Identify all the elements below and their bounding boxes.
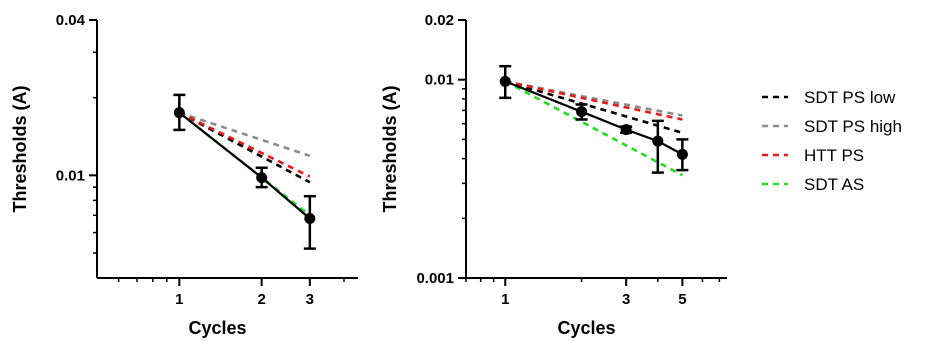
right-chart-panel: 0.001 0.01 0.02 1 3 5 Cycles Thresholds (A) — [380, 12, 727, 338]
left-chart-panel: 0.01 0.04 1 2 3 Cycles Thresholds (A) — [10, 12, 358, 338]
data-point — [652, 135, 664, 147]
y-axis-title: Thresholds (A) — [380, 85, 400, 212]
x-tick-label: 2 — [258, 291, 266, 308]
data-point — [256, 172, 268, 184]
data-point — [499, 75, 511, 87]
series-line-sdt-ps-low — [504, 80, 683, 135]
data-point — [173, 107, 185, 119]
x-tick-label: 5 — [678, 291, 686, 308]
x-axis-title: Cycles — [557, 318, 615, 338]
y-tick-label: 0.01 — [425, 72, 454, 89]
data-point — [620, 124, 632, 136]
series-line-htt-ps — [178, 111, 311, 178]
series-line-sdt-as — [504, 80, 684, 177]
series-line-sdt-ps-high — [505, 80, 683, 117]
y-tick-label: 0.02 — [425, 12, 454, 29]
x-tick-label: 1 — [501, 291, 509, 308]
legend-label: SDT PS low — [804, 88, 896, 107]
y-tick-label: 0.01 — [56, 167, 85, 184]
x-tick-label: 1 — [175, 291, 183, 308]
legend-label: SDT PS high — [804, 117, 902, 136]
x-tick-label: 3 — [622, 291, 630, 308]
y-tick-label: 0.001 — [416, 270, 454, 287]
series-line-htt-ps — [505, 80, 683, 121]
x-axis-title: Cycles — [188, 318, 246, 338]
y-tick-label: 0.04 — [56, 12, 86, 29]
data-point — [676, 148, 688, 160]
x-tick-label: 3 — [306, 291, 314, 308]
y-axis-title: Thresholds (A) — [10, 85, 30, 212]
series-line-sdt-ps-high — [178, 111, 311, 158]
data-point — [576, 106, 588, 118]
legend-label: SDT AS — [804, 175, 864, 194]
data-point — [304, 213, 316, 225]
legend-label: HTT PS — [804, 146, 864, 165]
legend: SDT PS low SDT PS high HTT PS SDT AS — [762, 88, 902, 194]
